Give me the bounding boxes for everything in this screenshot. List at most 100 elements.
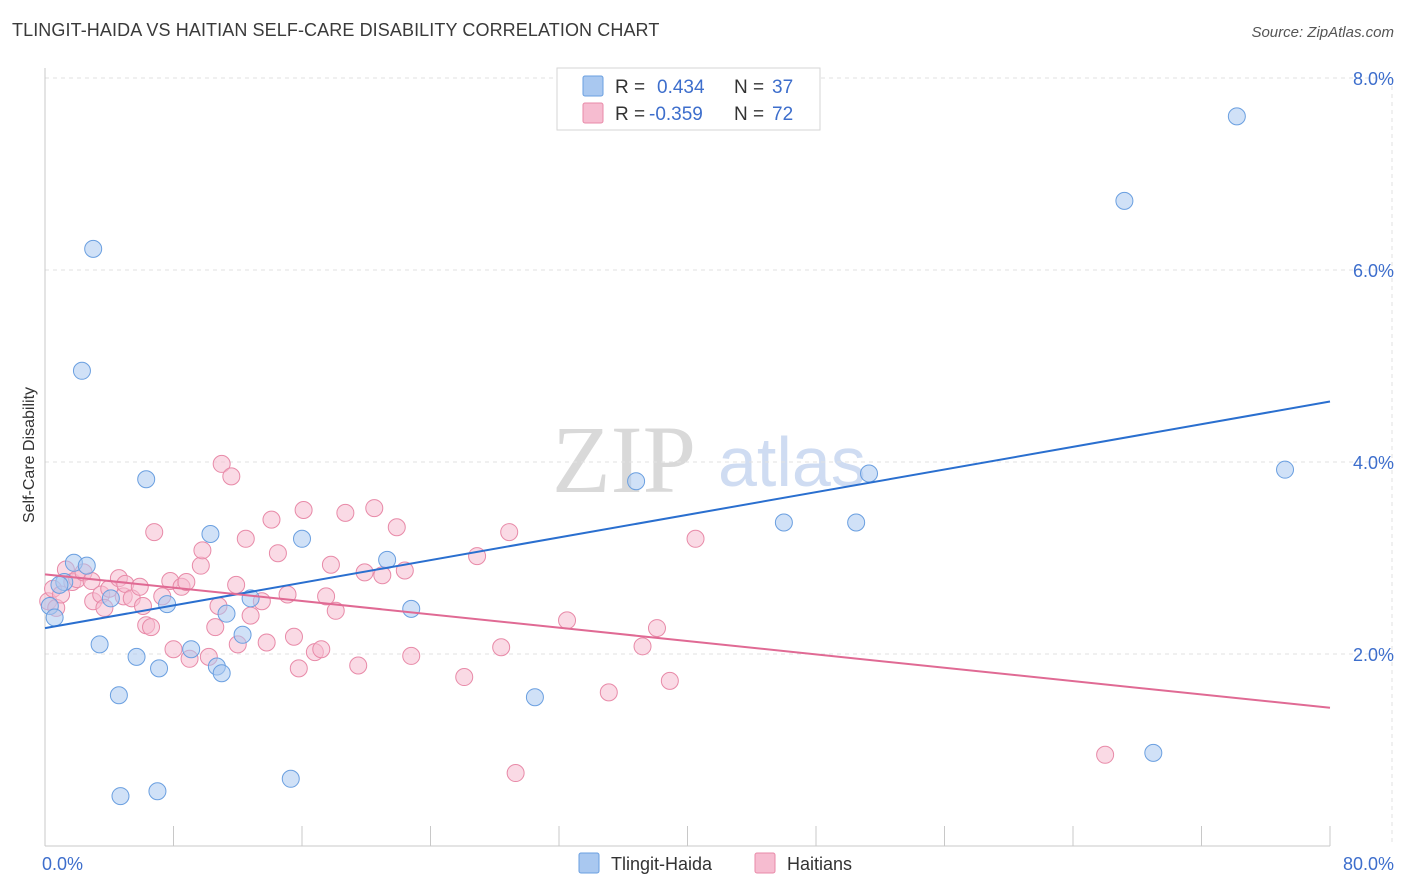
haitians-point <box>212 454 231 473</box>
tlingit-haida-point <box>84 239 103 258</box>
watermark-zip: ZIP <box>552 406 696 513</box>
tlingit-haida-point <box>1276 460 1295 479</box>
y-tick-label: 8.0% <box>1353 69 1394 89</box>
x-tick-label: 80.0% <box>1343 854 1394 874</box>
haitians-point <box>633 637 652 656</box>
haitians-point <box>164 640 183 659</box>
haitians-point <box>402 646 421 665</box>
tlingit-haida-point <box>50 575 69 594</box>
haitians-point <box>130 577 149 596</box>
haitians-point <box>660 671 679 690</box>
series-legend: Tlingit-Haida Haitians <box>578 852 852 874</box>
haitians-point <box>241 606 260 625</box>
haitians-point <box>506 764 525 783</box>
tlingit-haida-point <box>158 595 177 614</box>
source-credit: Source: ZipAtlas.com <box>1251 24 1394 41</box>
haitians-point <box>222 467 241 486</box>
tlingit-haida-point <box>627 472 646 491</box>
tlingit-haida-point <box>201 525 220 543</box>
tlingit-haida-point <box>90 635 109 654</box>
haitians-point <box>177 573 196 591</box>
tlingit-haida-point <box>101 589 120 608</box>
haitians-point <box>284 627 303 646</box>
haitians-point <box>142 618 161 637</box>
haitians-point <box>262 510 281 529</box>
haitians-point <box>321 555 340 574</box>
legend-swatch-haitians <box>582 102 604 124</box>
haitians-point <box>558 611 577 630</box>
haitians-point <box>349 656 368 675</box>
x-tick-label: 0.0% <box>42 854 83 874</box>
haitians-point <box>1096 745 1115 764</box>
haitians-point <box>686 529 705 548</box>
tlingit-haida-trend-line <box>44 400 1331 630</box>
haitians-trend-line <box>44 573 1331 709</box>
tlingit-haida-point <box>1144 743 1163 762</box>
haitians-point <box>206 618 225 637</box>
tlingit-haida-point <box>77 556 96 575</box>
y-tick-labels: 2.0% 4.0% 6.0% 8.0% <box>1353 69 1394 665</box>
tlingit-haida-point <box>111 787 130 806</box>
legend-n-value: 72 <box>772 104 793 125</box>
tlingit-haida-point <box>1227 107 1246 126</box>
tlingit-haida-point <box>847 513 866 532</box>
haitians-point <box>599 683 618 702</box>
haitians-point <box>336 503 355 522</box>
legend-r-value: 0.434 <box>657 77 705 98</box>
haitians-point <box>647 619 666 638</box>
tlingit-haida-point <box>217 604 236 623</box>
tlingit-haida-point <box>1115 191 1134 210</box>
haitians-point <box>455 668 474 687</box>
haitians-point <box>365 499 384 518</box>
legend-r-label: R = <box>615 77 645 98</box>
tlingit-haida-point <box>233 625 252 644</box>
legend-n-label: N = <box>734 104 764 125</box>
x-tick-labels: 0.0% 80.0% <box>42 854 1394 874</box>
haitians-point <box>492 638 511 657</box>
haitians-point <box>312 640 331 659</box>
legend-r-value: -0.359 <box>649 104 703 125</box>
y-tick-label: 6.0% <box>1353 261 1394 281</box>
haitians-point <box>289 659 308 678</box>
tlingit-haida-point <box>137 470 156 489</box>
tlingit-haida-point <box>281 769 300 788</box>
trend-lines <box>44 400 1331 709</box>
axes <box>44 68 1331 847</box>
haitians-point <box>145 523 164 542</box>
haitians-point <box>294 501 313 519</box>
tlingit-haida-point <box>402 599 421 618</box>
tlingit-haida-point <box>72 361 91 380</box>
chart-title: TLINGIT-HAIDA VS HAITIAN SELF-CARE DISAB… <box>12 20 660 40</box>
legend-n-label: N = <box>734 77 764 98</box>
tlingit-haida-point <box>293 529 311 548</box>
haitians-points <box>39 454 1115 783</box>
legend-label-haitians: Haitians <box>787 854 852 874</box>
tlingit-haida-point <box>182 640 201 659</box>
tlingit-haida-point <box>109 686 128 705</box>
haitians-point <box>317 587 336 606</box>
haitians-point <box>236 529 255 548</box>
haitians-point <box>500 523 519 542</box>
legend-swatch-tlingit-haida <box>582 75 604 97</box>
tlingit-haida-point <box>525 688 544 707</box>
haitians-point <box>268 544 287 563</box>
legend-r-label: R = <box>615 104 645 125</box>
tlingit-haida-point <box>860 464 879 483</box>
y-tick-label: 4.0% <box>1353 453 1394 473</box>
haitians-point <box>326 601 345 620</box>
legend-label-tlingit-haida: Tlingit-Haida <box>611 854 713 874</box>
y-tick-label: 2.0% <box>1353 645 1394 665</box>
tlingit-haida-point <box>241 589 260 608</box>
haitians-point <box>191 556 210 575</box>
tlingit-haida-point <box>774 513 793 532</box>
correlation-legend: R = 0.434 N = 37 R = -0.359 N = 72 <box>556 67 821 131</box>
watermark: ZIP atlas <box>552 406 866 513</box>
tlingit-haida-point <box>150 659 169 678</box>
tlingit-haida-point <box>45 608 64 627</box>
haitians-point <box>387 518 406 537</box>
haitians-point <box>257 633 276 652</box>
tlingit-haida-point <box>212 664 231 683</box>
legend-swatch-tlingit-haida <box>578 852 600 874</box>
grid-lines <box>45 77 1393 846</box>
legend-swatch-haitians <box>754 852 776 874</box>
